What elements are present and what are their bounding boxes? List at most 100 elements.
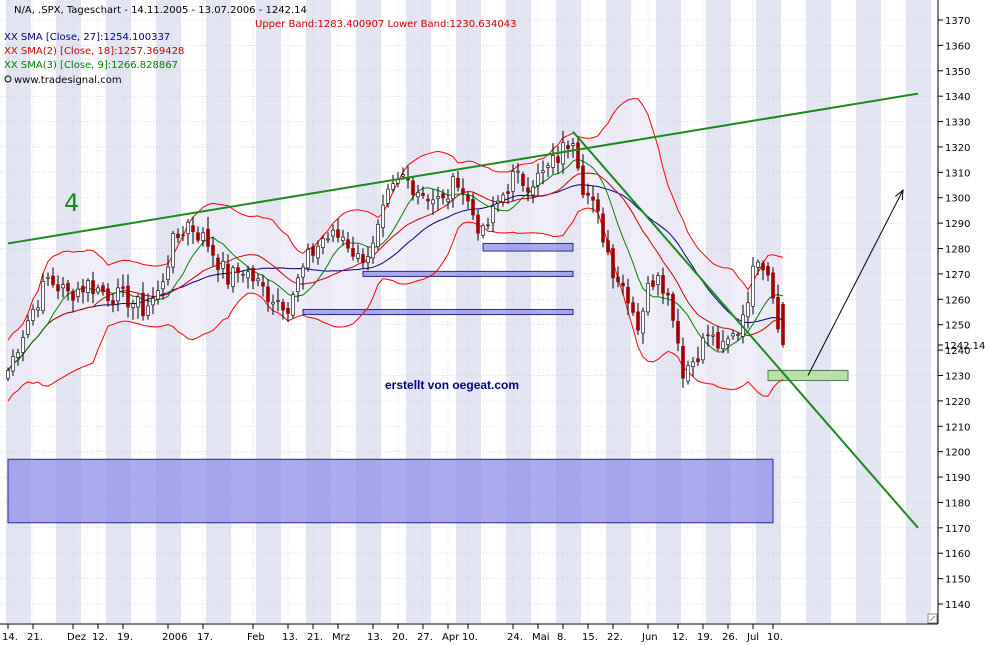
x-tick-label: 21. [27,632,43,643]
y-tick-label: 1150 [945,575,970,586]
y-tick-label: 1370 [945,16,970,27]
candle-body [771,272,775,299]
bollinger-band-fill [8,98,783,402]
candle-body [506,191,510,194]
candle-body [116,287,120,302]
y-tick-label: 1330 [945,118,970,129]
x-tick-label: 14. [2,632,18,643]
candle-body [621,282,625,287]
candle-body [626,286,630,304]
lower-band-line [7,207,784,402]
x-tick-label: 17. [197,632,213,643]
resize-handle-glyph [929,615,936,622]
x-tick-label: 2006 [162,632,187,643]
candle-body [706,334,710,337]
candle-body [166,266,170,280]
x-tick-label: 19. [697,632,713,643]
candle-body [256,278,260,282]
candle-body [701,337,705,361]
candle-body [101,285,105,293]
candle-body [541,170,545,173]
candle-body [656,275,660,285]
sma27-legend: XX SMA [Close, 27]:1254.100337 [4,32,170,43]
y-tick-label: 1320 [945,143,970,154]
candle-body [521,173,525,186]
x-tick-label: 24. [507,632,523,643]
candlesticks [6,130,785,388]
candle-body [286,308,290,314]
candle-body [476,214,480,234]
candle-body [276,300,280,302]
candle-body [76,288,80,298]
candle-body [241,273,245,276]
candle-body [151,297,155,306]
candle-body [176,233,180,239]
candle-body [576,142,580,169]
candle-body [6,370,10,379]
candle-body [526,187,530,193]
bands-text: Upper Band:1283.400907 Lower Band:1230.6… [255,19,516,30]
x-tick-label: 12. [672,632,688,643]
candle-body [266,286,270,302]
candle-body [441,193,445,199]
candle-body [246,271,250,279]
x-tick-label: Feb [247,632,265,643]
week-stripe [906,0,931,623]
y-tick-label: 1350 [945,67,970,78]
candle-body [726,338,730,345]
candle-body [106,288,110,302]
candle-body [721,341,725,350]
candle-body [221,261,225,269]
candle-body [631,302,635,313]
candle-body [556,156,560,163]
candle-body [96,287,100,293]
band-area [8,98,783,402]
candle-body [616,276,620,283]
candle-body [636,311,640,331]
candle-body [331,229,335,237]
y-axis-ticks: 1140 1150 1160 1170 1180 1190 1200 1210 1220 1230… [938,16,970,611]
candle-body [716,332,720,349]
candle-body [46,276,50,279]
candle-body [751,265,755,307]
support-zone [482,242,574,252]
candle-body [611,248,615,279]
candle-body [191,225,195,232]
candle-body [71,291,75,301]
candle-body [531,186,535,196]
source-text: www.tradesignal.com [14,75,122,86]
candle-body [421,192,425,196]
candle-body [81,285,85,293]
candle-body [326,238,330,241]
x-tick-label: 27. [417,632,433,643]
candle-body [311,246,315,256]
candle-body [66,283,70,292]
candle-body [216,257,220,271]
x-tick-label: Mai [532,632,550,643]
candle-body [271,302,275,305]
y-tick-label: 1210 [945,422,970,433]
credit-text: erstellt von oegeat.com [385,378,519,392]
y-tick-label: 1270 [945,270,970,281]
candle-body [581,165,585,196]
y-tick-label: 1180 [945,498,970,509]
candle-body [501,194,505,203]
x-tick-label: 20. [392,632,408,643]
candle-body [486,224,490,227]
candle-body [606,240,610,253]
candle-body [646,282,650,313]
candle-body [466,194,470,202]
candle-body [11,356,15,372]
candle-body [471,199,475,216]
candle-body [746,302,750,318]
y-tick-label: 1170 [945,524,970,535]
candle-body [601,213,605,243]
y-tick-label: 1230 [945,371,970,382]
week-stripe [806,0,831,623]
wave-label: 4 [64,189,79,217]
y-tick-label: 1340 [945,92,970,103]
x-tick-label: Mrz [332,632,350,643]
candle-body [511,171,515,192]
x-tick-label: 26. [722,632,738,643]
candle-body [306,249,310,269]
